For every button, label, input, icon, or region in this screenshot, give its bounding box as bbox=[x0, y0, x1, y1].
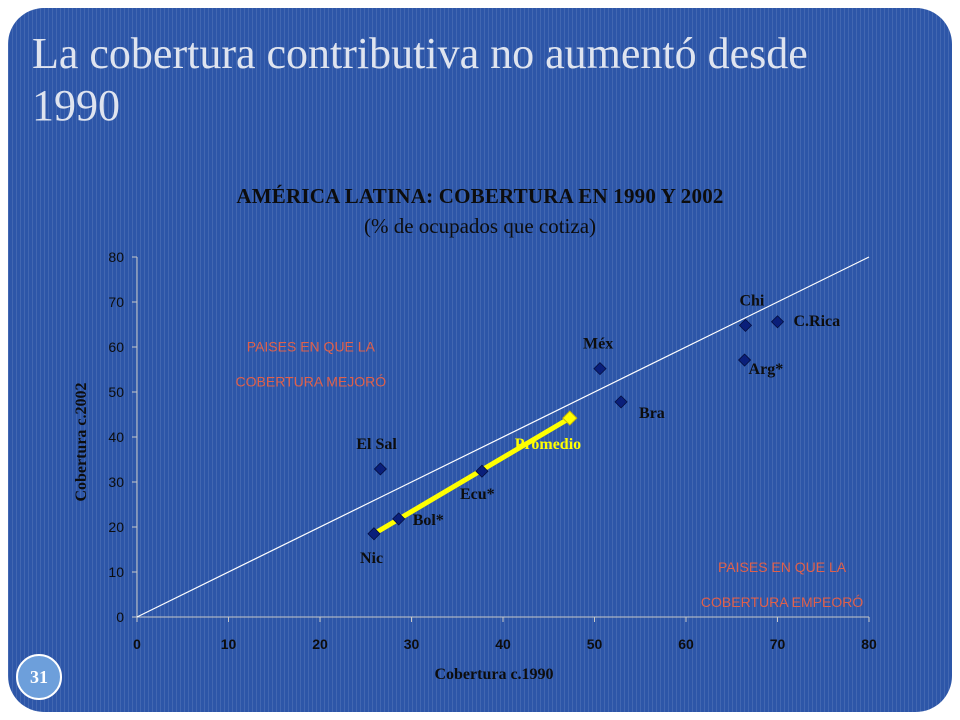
data-point-label: Méx bbox=[583, 336, 613, 353]
y-tick-label: 40 bbox=[108, 429, 124, 445]
data-point bbox=[737, 353, 752, 367]
y-tick-label: 30 bbox=[108, 474, 124, 490]
data-point bbox=[373, 462, 387, 476]
region-annotation-line: COBERTURA EMPEORÓ bbox=[701, 594, 863, 610]
data-point-label: Bol* bbox=[413, 512, 444, 529]
data-point-label: Arg* bbox=[749, 361, 784, 378]
region-annotation-line: COBERTURA MEJORÓ bbox=[236, 374, 387, 390]
data-point bbox=[593, 362, 607, 376]
y-axis-label: Cobertura c.2002 bbox=[73, 382, 90, 501]
x-tick-label: 30 bbox=[404, 636, 420, 652]
chart-title: AMÉRICA LATINA: COBERTURA EN 1990 Y 2002 bbox=[236, 184, 724, 208]
data-point bbox=[392, 512, 406, 526]
data-point-label: Bra bbox=[639, 405, 665, 422]
slide-background bbox=[8, 8, 952, 712]
region-annotation-line: PAISES EN QUE LA bbox=[247, 339, 376, 355]
x-tick-label: 50 bbox=[587, 636, 603, 652]
y-tick-label: 80 bbox=[108, 249, 124, 265]
x-tick-label: 70 bbox=[770, 636, 786, 652]
data-point-label: Ecu* bbox=[460, 486, 495, 503]
x-tick-label: 0 bbox=[133, 636, 141, 652]
data-point-label: El Sal bbox=[356, 436, 397, 453]
chart-subtitle: (% de ocupados que cotiza) bbox=[363, 214, 597, 238]
data-point-label: C.Rica bbox=[794, 313, 841, 330]
data-points: Nic Bol* Ecu* El Sal Méx Bra Arg* Chi C.Rica bbox=[356, 292, 840, 566]
page-number-badge: 31 bbox=[16, 654, 62, 700]
average-label: Promedio bbox=[515, 436, 581, 453]
data-point bbox=[738, 318, 753, 332]
y-tick-label: 50 bbox=[108, 384, 124, 400]
data-point bbox=[367, 527, 381, 541]
data-point bbox=[614, 395, 628, 409]
y-tick-label: 60 bbox=[108, 339, 124, 355]
region-annotations: PAISES EN QUE LA COBERTURA MEJORÓ PAISES E… bbox=[236, 339, 864, 611]
diagonal-line bbox=[136, 256, 870, 618]
region-annotation-line: PAISES EN QUE LA bbox=[718, 559, 847, 575]
x-tick-label: 40 bbox=[495, 636, 511, 652]
slide-title: La cobertura contributiva no aumentó des… bbox=[32, 29, 808, 130]
average-end-marker bbox=[562, 410, 578, 426]
y-tick-label: 20 bbox=[108, 519, 124, 535]
x-axis-label: Cobertura c.1990 bbox=[434, 666, 553, 683]
data-point bbox=[475, 464, 489, 478]
x-tick-label: 80 bbox=[861, 636, 877, 652]
average-line-group: Promedio bbox=[372, 410, 581, 536]
reference-diagonal bbox=[136, 256, 870, 618]
y-tick-label: 0 bbox=[116, 609, 124, 625]
y-tick-label: 70 bbox=[108, 294, 124, 310]
x-tick-label: 20 bbox=[312, 636, 328, 652]
data-point-label: Chi bbox=[739, 292, 764, 309]
y-tick-label: 10 bbox=[108, 564, 124, 580]
x-tick-label: 60 bbox=[678, 636, 694, 652]
data-point bbox=[770, 315, 785, 329]
x-tick-label: 10 bbox=[221, 636, 237, 652]
plot-axes: 0 10 20 30 40 50 60 70 80 0 10 20 30 40 50 60 70 80 bbox=[108, 249, 877, 652]
average-line bbox=[372, 415, 572, 536]
data-point-label: Nic bbox=[360, 550, 383, 567]
